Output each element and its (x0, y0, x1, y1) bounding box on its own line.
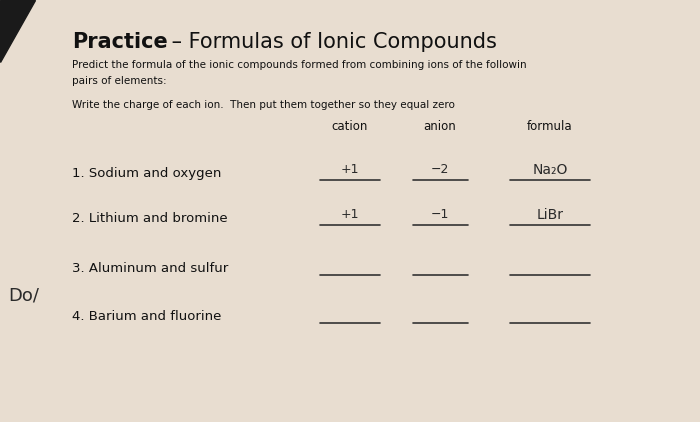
Text: LiBr: LiBr (536, 208, 564, 222)
Polygon shape (0, 0, 35, 62)
Text: −1: −1 (430, 208, 449, 221)
Text: anion: anion (424, 120, 456, 133)
Text: 4. Barium and fluorine: 4. Barium and fluorine (72, 310, 221, 323)
Text: Predict the formula of the ionic compounds formed from combining ions of the fol: Predict the formula of the ionic compoun… (72, 60, 526, 70)
Text: −2: −2 (430, 163, 449, 176)
Text: +1: +1 (341, 163, 359, 176)
Text: 3. Aluminum and sulfur: 3. Aluminum and sulfur (72, 262, 228, 275)
Text: – Formulas of Ionic Compounds: – Formulas of Ionic Compounds (165, 32, 497, 52)
Text: Na₂O: Na₂O (532, 163, 568, 177)
Text: Do/: Do/ (8, 287, 39, 305)
Text: 2. Lithium and bromine: 2. Lithium and bromine (72, 212, 228, 225)
Text: formula: formula (527, 120, 573, 133)
Text: +1: +1 (341, 208, 359, 221)
Text: cation: cation (332, 120, 368, 133)
Text: 1. Sodium and oxygen: 1. Sodium and oxygen (72, 167, 221, 180)
Text: Practice: Practice (72, 32, 168, 52)
Text: pairs of elements:: pairs of elements: (72, 76, 167, 86)
Text: Write the charge of each ion.  Then put them together so they equal zero: Write the charge of each ion. Then put t… (72, 100, 455, 110)
